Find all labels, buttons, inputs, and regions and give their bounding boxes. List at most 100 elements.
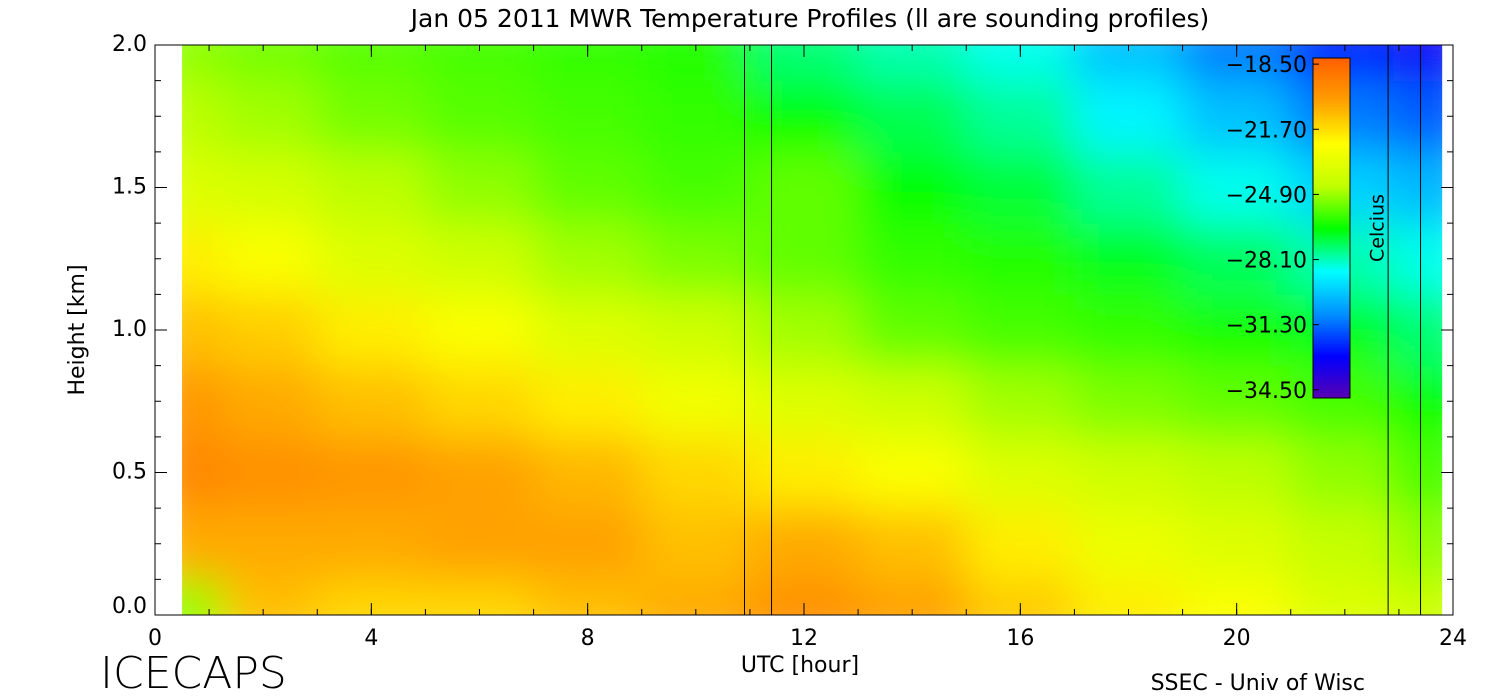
colorbar-swatch <box>1313 266 1350 269</box>
footer-right: SSEC - Univ of Wisc <box>1151 671 1365 696</box>
heatmap-cell <box>1074 80 1184 153</box>
y-tick-label: 2.0 <box>112 32 147 57</box>
heatmap-cell <box>966 223 1075 295</box>
y-tick-label: 0.0 <box>112 594 147 619</box>
colorbar-swatch <box>1313 112 1350 115</box>
colorbar-swatch <box>1313 274 1350 277</box>
heatmap-cell <box>1074 508 1184 580</box>
heatmap-cell <box>641 151 751 224</box>
colorbar-swatch <box>1313 252 1350 255</box>
heatmap-cell <box>425 436 535 509</box>
colorbar-swatch <box>1313 334 1350 337</box>
colorbar-swatch <box>1313 242 1350 245</box>
colorbar-swatch <box>1313 68 1350 71</box>
colorbar-swatch <box>1313 142 1350 145</box>
colorbar-swatch <box>1313 292 1350 295</box>
heatmap-cell <box>222 436 318 509</box>
colorbar-swatch <box>1313 78 1350 81</box>
colorbar-swatch <box>1313 278 1350 281</box>
heatmap-cell <box>425 45 535 82</box>
colorbar-swatch <box>1313 280 1350 283</box>
x-tick-label: 20 <box>1223 626 1251 651</box>
heatmap-cell <box>222 151 318 224</box>
colorbar-swatch <box>1313 342 1350 345</box>
overlay: 0 4 8 12 16 20 24 0.0 0.5 1.0 1.5 2.0 −18.50 −21.70 −2… <box>112 32 1467 651</box>
colorbar-tick-label: −28.10 <box>1226 249 1307 274</box>
colorbar-swatch <box>1313 196 1350 199</box>
heatmap-cell <box>749 151 859 224</box>
heatmap-cell <box>425 508 535 580</box>
heatmap-cell <box>641 508 751 580</box>
colorbar-swatch <box>1313 228 1350 231</box>
colorbar-swatch <box>1313 88 1350 91</box>
colorbar-swatch <box>1313 138 1350 141</box>
heatmap-cell <box>1393 294 1443 367</box>
colorbar-swatch <box>1313 354 1350 357</box>
heatmap-cell <box>1290 436 1395 509</box>
colorbar-swatch <box>1313 344 1350 347</box>
colorbar-swatch <box>1313 116 1350 119</box>
colorbar-swatch <box>1313 106 1350 109</box>
colorbar-swatch <box>1313 146 1350 149</box>
colorbar-swatch <box>1313 58 1350 61</box>
colorbar-swatch <box>1313 230 1350 233</box>
colorbar-swatch <box>1313 190 1350 193</box>
colorbar-swatch <box>1313 226 1350 229</box>
colorbar-swatch <box>1313 378 1350 381</box>
colorbar-swatch <box>1313 172 1350 175</box>
heatmap-cell <box>1393 508 1443 580</box>
colorbar-swatch <box>1313 238 1350 241</box>
heatmap-cell <box>1182 365 1292 438</box>
colorbar-swatch <box>1313 220 1350 223</box>
colorbar-swatch <box>1313 232 1350 235</box>
colorbar-swatch <box>1313 120 1350 123</box>
x-tick-label: 24 <box>1439 626 1467 651</box>
heatmap-cell <box>858 436 967 509</box>
colorbar-swatch <box>1313 224 1350 227</box>
colorbar-swatch <box>1313 286 1350 289</box>
colorbar-swatch <box>1313 376 1350 379</box>
heatmap-cell <box>966 151 1075 224</box>
colorbar-tick-label: −34.50 <box>1226 379 1307 404</box>
colorbar-swatch <box>1313 268 1350 271</box>
x-tick-label: 16 <box>1006 626 1034 651</box>
colorbar-swatch <box>1313 86 1350 89</box>
colorbar-swatch <box>1313 202 1350 205</box>
heatmap-cell <box>749 223 859 295</box>
colorbar-swatch <box>1313 340 1350 343</box>
heatmap-cell <box>182 45 224 82</box>
heatmap-cell <box>1393 579 1443 615</box>
colorbar-swatch <box>1313 264 1350 267</box>
heatmap-cell <box>1182 508 1292 580</box>
colorbar-swatch <box>1313 386 1350 389</box>
colorbar-swatch <box>1313 176 1350 179</box>
heatmap-cell <box>425 365 535 438</box>
colorbar-swatch <box>1313 104 1350 107</box>
colorbar-swatch <box>1313 168 1350 171</box>
colorbar-swatch <box>1313 248 1350 251</box>
heatmap-cell <box>425 294 535 367</box>
heatmap-cell <box>858 45 967 82</box>
colorbar-swatch <box>1313 70 1350 73</box>
colorbar-swatch <box>1313 154 1350 157</box>
colorbar-swatch <box>1313 130 1350 133</box>
heatmap-cell <box>182 294 224 367</box>
heatmap-cell <box>182 223 224 295</box>
colorbar-swatch <box>1313 140 1350 143</box>
heatmap-cell <box>1393 45 1443 82</box>
colorbar-swatch <box>1313 296 1350 299</box>
colorbar-swatch <box>1313 74 1350 77</box>
colorbar <box>1313 58 1350 399</box>
heatmap-cell <box>317 151 426 224</box>
colorbar-swatch <box>1313 84 1350 87</box>
colorbar-swatch <box>1313 396 1350 399</box>
heatmap-cell <box>222 223 318 295</box>
colorbar-swatch <box>1313 94 1350 97</box>
colorbar-swatch <box>1313 328 1350 331</box>
heatmap-cell <box>317 365 426 438</box>
colorbar-swatch <box>1313 234 1350 237</box>
colorbar-swatch <box>1313 368 1350 371</box>
heatmap-cell <box>1074 223 1184 295</box>
colorbar-swatch <box>1313 372 1350 375</box>
colorbar-swatch <box>1313 318 1350 321</box>
